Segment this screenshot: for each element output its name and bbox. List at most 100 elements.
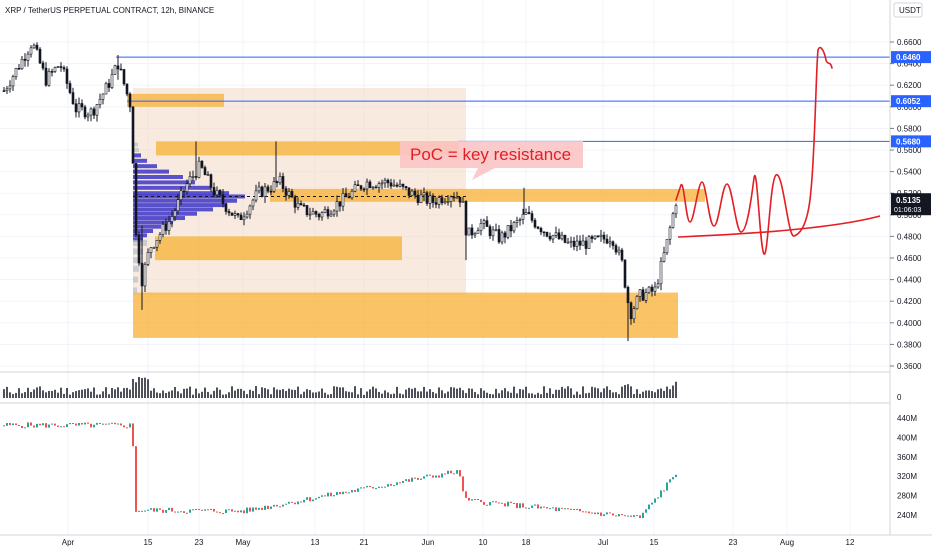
annotation-callout[interactable]: PoC = key resistance bbox=[400, 141, 583, 180]
oscillator-bar bbox=[540, 506, 542, 509]
volume-bar bbox=[456, 388, 458, 398]
candle-body bbox=[146, 252, 150, 265]
volume-bar bbox=[138, 377, 140, 398]
time-axis[interactable]: Apr 15 23 May 13 21 Jun 10 18 Jul 15 23 Aug 12 bbox=[62, 538, 855, 547]
candle-body bbox=[89, 108, 93, 116]
volume-bar bbox=[57, 392, 59, 398]
volume-bar bbox=[576, 391, 578, 398]
volume-bar bbox=[297, 386, 299, 398]
candle-body bbox=[185, 183, 189, 192]
oscillator-bar bbox=[339, 492, 341, 495]
candle-body bbox=[467, 227, 471, 236]
volume-bar bbox=[69, 394, 71, 398]
volume-bar bbox=[39, 386, 41, 398]
volume-bar bbox=[444, 393, 446, 398]
candle-body bbox=[578, 240, 582, 246]
oscillator-bar bbox=[138, 510, 140, 512]
oscillator-bar bbox=[585, 511, 587, 513]
volume-bar bbox=[195, 388, 197, 398]
volume-bar bbox=[396, 386, 398, 398]
oscillator-bar bbox=[570, 508, 572, 510]
volume-bar bbox=[372, 386, 374, 398]
volume-bar bbox=[267, 389, 269, 398]
supply-demand-zone bbox=[156, 141, 458, 156]
oscillator-bar bbox=[129, 423, 131, 428]
volume-bar bbox=[105, 387, 107, 398]
candle-body bbox=[263, 186, 267, 197]
profile-row bbox=[133, 198, 237, 203]
candle-body bbox=[47, 71, 51, 86]
candle-body bbox=[317, 213, 321, 218]
oscillator-bar bbox=[387, 484, 389, 487]
oscillator-bar bbox=[18, 424, 20, 426]
oscillator-bar bbox=[663, 490, 665, 492]
candle-body bbox=[371, 186, 375, 189]
level-label-text: 0.5680 bbox=[896, 137, 921, 146]
candle-body bbox=[542, 231, 546, 234]
volume-bar bbox=[252, 390, 254, 398]
candle-body bbox=[440, 197, 444, 204]
volume-bar bbox=[54, 389, 56, 398]
volume-bar bbox=[207, 391, 209, 398]
volume-bar bbox=[282, 389, 284, 398]
candle-body bbox=[233, 213, 237, 216]
candle-body bbox=[551, 235, 555, 240]
volume-bar bbox=[216, 387, 218, 398]
level-price-label: 0.6460 bbox=[891, 51, 931, 64]
volume-bar bbox=[642, 391, 644, 398]
candle-body bbox=[221, 194, 225, 204]
candle-body bbox=[41, 62, 45, 69]
volume-bar bbox=[177, 391, 179, 398]
volume-bar bbox=[117, 387, 119, 398]
oscillator-bar bbox=[294, 502, 296, 505]
candle-body bbox=[203, 167, 207, 176]
candle-body bbox=[434, 202, 438, 205]
volume-bar bbox=[174, 387, 176, 398]
time-tick-label: 23 bbox=[729, 538, 738, 547]
candle-body bbox=[248, 205, 252, 215]
volume-bar bbox=[168, 391, 170, 398]
oscillator-bar bbox=[333, 495, 335, 497]
annotation-text: PoC = key resistance bbox=[410, 145, 571, 164]
candle-body bbox=[17, 68, 21, 70]
candle-body bbox=[566, 241, 570, 244]
oscillator-bar bbox=[324, 495, 326, 497]
volume-bar bbox=[312, 392, 314, 398]
volume-bar bbox=[546, 392, 548, 398]
oscillator-bar bbox=[228, 509, 230, 511]
oscillator-bar bbox=[45, 423, 47, 428]
oscillator-bar bbox=[411, 477, 413, 482]
volume-bar bbox=[90, 391, 92, 398]
volume-bar bbox=[489, 393, 491, 398]
currency-button[interactable]: USDT bbox=[893, 2, 923, 18]
price-tick-label: 0.4600 bbox=[897, 254, 922, 263]
oscillator-bar bbox=[249, 507, 251, 512]
volume-bar bbox=[519, 389, 521, 398]
volume-bar bbox=[186, 388, 188, 398]
volume-bar bbox=[498, 393, 500, 398]
oscillator-bar bbox=[486, 504, 488, 506]
candle-body bbox=[473, 233, 477, 236]
volume-bar bbox=[492, 394, 494, 398]
volume-bar bbox=[327, 394, 329, 398]
volume-bar bbox=[237, 388, 239, 398]
candle-body bbox=[329, 213, 333, 217]
last-price-bg bbox=[891, 193, 931, 216]
oscillator-bar bbox=[135, 446, 137, 512]
volume-bar bbox=[540, 394, 542, 398]
candle-body bbox=[428, 195, 432, 204]
oscillator-bar bbox=[270, 506, 272, 509]
oscillator-bar bbox=[603, 514, 605, 516]
volume-bar bbox=[378, 391, 380, 398]
candle-body bbox=[335, 201, 339, 212]
volume-bar bbox=[99, 394, 101, 398]
oscillator-bar bbox=[552, 507, 554, 509]
time-tick-label: 10 bbox=[479, 538, 488, 547]
candle-body bbox=[227, 211, 231, 214]
candle-body bbox=[479, 223, 483, 232]
volume-bar bbox=[516, 393, 518, 398]
price-axis[interactable]: 0.6600 0.6400 0.6200 0.6000 0.5800 0.5600 0.54… bbox=[890, 38, 931, 520]
oscillator-bar bbox=[621, 514, 623, 516]
volume-bar bbox=[543, 386, 545, 398]
